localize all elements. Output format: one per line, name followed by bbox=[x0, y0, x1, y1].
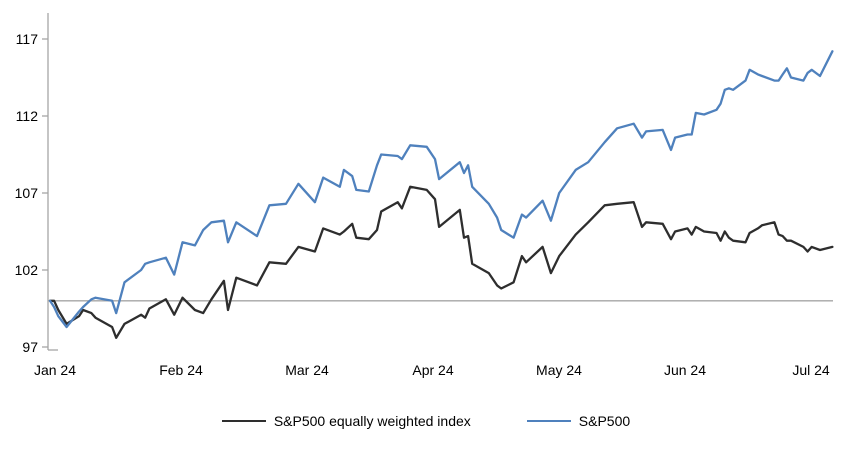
y-axis-label: 112 bbox=[16, 108, 39, 124]
legend-item-sp500: S&P500 bbox=[526, 413, 631, 429]
x-axis-label: Jun 24 bbox=[664, 362, 706, 378]
y-axis-label: 107 bbox=[15, 185, 39, 201]
performance-line-chart: 97 102 107 112 117 Jan 24 Feb 24 Mar 24 Apr 24 Ma… bbox=[15, 13, 834, 378]
y-axis-label: 97 bbox=[22, 339, 38, 355]
x-axis-label: Jul 24 bbox=[792, 362, 830, 378]
sp500-line bbox=[48, 50, 834, 329]
x-axis-label: Jan 24 bbox=[34, 362, 76, 378]
x-axis-label: Feb 24 bbox=[159, 362, 203, 378]
legend-swatch-sp500-icon bbox=[526, 420, 571, 422]
x-axis-label: Apr 24 bbox=[412, 362, 453, 378]
legend-swatch-sp500-ew-icon bbox=[221, 420, 266, 422]
legend-item-sp500-ew: S&P500 equally weighted index bbox=[221, 413, 471, 429]
sp500-equal-weight-line bbox=[48, 185, 834, 339]
x-axis-label: Mar 24 bbox=[285, 362, 329, 378]
x-axis-label: May 24 bbox=[536, 362, 582, 378]
legend-label-sp500: S&P500 bbox=[578, 413, 631, 429]
legend-label-sp500-ew: S&P500 equally weighted index bbox=[273, 413, 471, 429]
y-axis-label: 102 bbox=[15, 262, 39, 278]
y-axis-label: 117 bbox=[16, 31, 39, 47]
chart-legend: S&P500 equally weighted index S&P500 bbox=[0, 408, 852, 434]
